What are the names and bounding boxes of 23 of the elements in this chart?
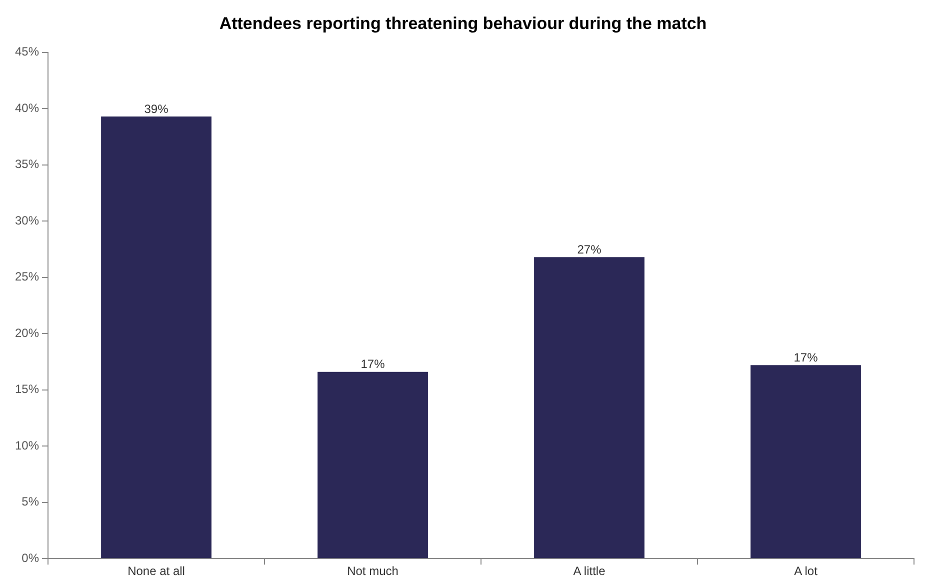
y-tick-label: 20% (14, 326, 40, 340)
data-label: 17% (794, 350, 818, 364)
y-tick-label: 10% (14, 438, 40, 452)
y-tick-label: 40% (14, 100, 40, 115)
y-tick-label: 5% (22, 494, 40, 509)
bar (750, 365, 861, 558)
data-label: 39% (144, 102, 169, 116)
bar (101, 116, 212, 558)
bar (534, 257, 644, 558)
x-tick-label: A lot (794, 564, 818, 578)
x-tick-label: None at all (128, 564, 185, 578)
y-tick-label: 15% (14, 382, 40, 396)
bar (318, 372, 428, 558)
x-tick-label: Not much (347, 564, 398, 578)
y-tick-label: 30% (14, 213, 40, 228)
chart-title: Attendees reporting threatening behaviour during the match (219, 14, 707, 33)
y-tick-label: 25% (14, 270, 40, 284)
y-tick-label: 45% (14, 44, 40, 59)
data-label: 17% (360, 357, 386, 372)
data-label: 27% (577, 242, 602, 256)
y-tick-label: 0% (22, 550, 40, 565)
y-tick-label: 35% (14, 157, 40, 172)
x-tick-label: A little (573, 564, 606, 578)
